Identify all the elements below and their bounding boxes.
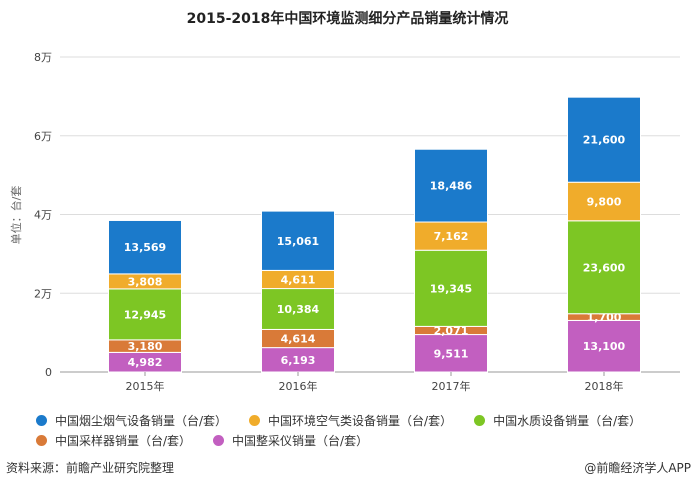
data-label: 23,600	[583, 261, 626, 274]
legend-marker	[213, 434, 225, 446]
data-label: 3,180	[128, 340, 163, 353]
bar-segment	[414, 334, 488, 373]
data-label: 10,384	[277, 303, 320, 316]
data-label: 4,611	[281, 273, 316, 286]
data-label: 13,100	[583, 340, 626, 353]
legend-label: 中国整采仪销量（台/套）	[232, 433, 369, 448]
y-tick-label: 2万	[34, 287, 52, 300]
y-tick-label: 4万	[34, 209, 52, 222]
x-tick-label: 2016年	[279, 379, 318, 393]
bar-segment	[567, 319, 641, 373]
data-label: 4,982	[128, 356, 163, 369]
credit-note: @前瞻经济学人APP	[584, 461, 691, 475]
legend-item: 中国环境空气类设备销量（台/套）	[249, 410, 452, 430]
legend-marker	[36, 414, 47, 426]
legend-item: 中国烟尘烟气设备销量（台/套）	[36, 410, 227, 430]
data-label: 7,162	[434, 230, 469, 243]
data-label: 12,945	[124, 308, 166, 321]
x-tick-label: 2018年	[585, 379, 624, 393]
source-note: 资料来源：前瞻产业研究院整理	[6, 461, 175, 475]
bar-segment	[567, 96, 641, 183]
bar-segment	[567, 220, 641, 315]
legend-item: 中国整采仪销量（台/套）	[213, 430, 368, 450]
bar-segment	[261, 210, 335, 271]
x-tick-label: 2017年	[432, 379, 471, 393]
legend-marker	[36, 434, 47, 446]
legend-item: 中国水质设备销量（台/套）	[474, 410, 641, 430]
y-tick-label: 8万	[34, 51, 52, 64]
bar-segment	[261, 347, 335, 373]
legend-label: 中国烟尘烟气设备销量（台/套）	[55, 413, 228, 428]
bar-segment	[414, 148, 488, 223]
bar-segment	[414, 221, 488, 251]
data-label: 15,061	[277, 235, 319, 248]
bar-segment	[414, 249, 488, 327]
data-label: 2,071	[434, 324, 469, 337]
data-label: 21,600	[583, 134, 626, 147]
y-tick-label: 0	[45, 366, 52, 379]
y-tick-label: 6万	[34, 130, 52, 143]
data-label: 9,800	[587, 196, 622, 209]
data-label: 3,808	[128, 275, 163, 288]
data-label: 9,511	[434, 347, 469, 360]
legend-item: 中国采样器销量（台/套）	[36, 430, 191, 450]
legend-label: 中国水质设备销量（台/套）	[493, 413, 642, 428]
data-label: 1,700	[587, 311, 622, 324]
legend-marker	[249, 414, 261, 426]
data-label: 6,193	[281, 354, 316, 367]
bar-segment	[108, 219, 182, 275]
chart-title: 2015-2018年中国环境监测细分产品销量统计情况	[186, 11, 509, 27]
legend-label: 中国环境空气类设备销量（台/套）	[268, 413, 453, 428]
x-tick-label: 2015年	[126, 379, 165, 393]
legend-label: 中国采样器销量（台/套）	[55, 433, 192, 448]
bar-segment	[567, 181, 641, 222]
legend: 中国烟尘烟气设备销量（台/套） 中国环境空气类设备销量（台/套） 中国水质设备销量（…	[36, 410, 686, 450]
data-label: 4,614	[281, 333, 316, 346]
legend-marker	[474, 414, 486, 426]
y-axis-label: 单位：台/套	[9, 186, 23, 245]
data-label: 18,486	[430, 180, 473, 193]
data-label: 19,345	[430, 282, 472, 295]
data-label: 13,569	[124, 241, 166, 254]
